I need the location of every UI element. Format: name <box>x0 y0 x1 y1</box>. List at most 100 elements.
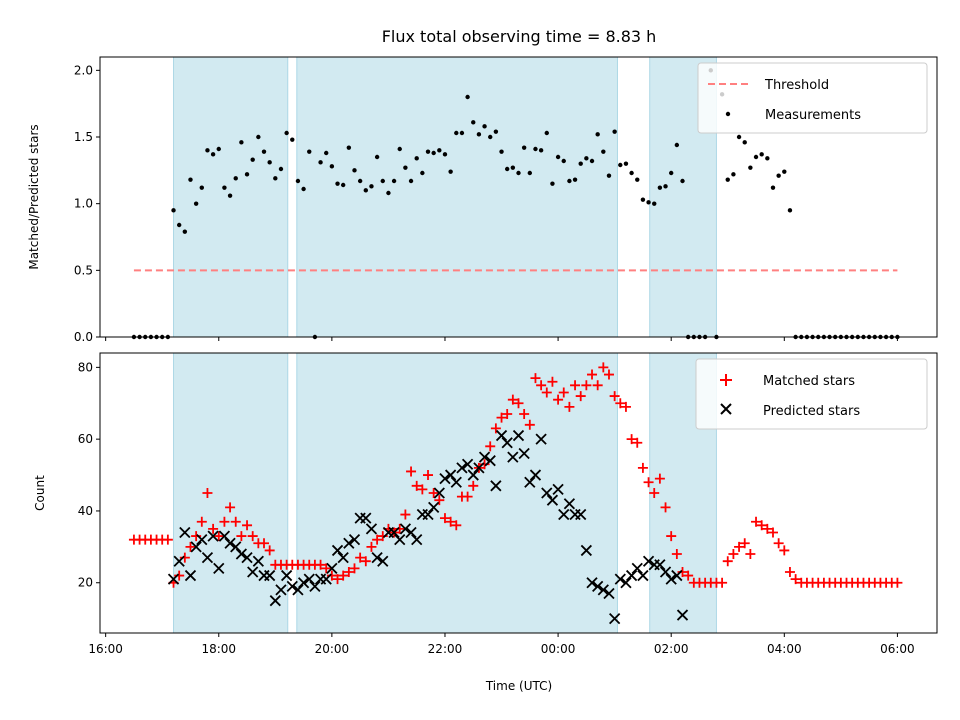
top-scatter-series <box>131 68 900 340</box>
predicted-stars-point <box>552 483 564 496</box>
matched-stars-point <box>530 373 541 384</box>
predicted-stars-point <box>422 508 434 521</box>
matched-stars-point <box>666 531 677 542</box>
measurements-point <box>324 150 329 156</box>
top-legend-box <box>697 62 928 134</box>
matched-stars-point <box>637 462 648 473</box>
matched-stars-point <box>734 541 745 552</box>
matched-stars-point <box>417 484 428 495</box>
predicted-stars-point <box>535 433 547 445</box>
measurements-point <box>736 134 742 140</box>
x-tick-label: 04:00 <box>767 642 802 656</box>
matched-stars-point <box>366 541 377 552</box>
chart-title: Flux total observing time = 8.83 h <box>382 27 657 46</box>
predicted-stars-point <box>467 469 479 481</box>
predicted-stars-point <box>348 534 361 546</box>
matched-stars-point <box>264 545 275 556</box>
matched-stars-point <box>485 441 496 452</box>
predicted-stars-point <box>331 544 344 557</box>
matched-stars-point <box>654 473 665 484</box>
predicted-stars-point <box>269 595 281 607</box>
x-tick-label: 16:00 <box>88 642 123 656</box>
predicted-stars-point <box>360 512 372 524</box>
measurements-point <box>742 140 747 145</box>
measurements-point <box>680 178 685 184</box>
matched-stars-point <box>372 534 383 545</box>
measurements-point <box>623 161 629 166</box>
predicted-stars-point <box>371 551 383 564</box>
measurements-point <box>578 161 583 166</box>
measurements-point <box>284 130 289 136</box>
measurements-point <box>635 177 640 182</box>
measurements-point <box>787 208 793 213</box>
measurements-point <box>640 197 646 202</box>
measurements-point <box>668 170 674 176</box>
matched-stars-point <box>490 423 501 434</box>
measurements-point <box>589 158 595 164</box>
measurements-point <box>250 157 255 162</box>
predicted-stars-legend-label: Predicted stars <box>763 404 860 419</box>
predicted-stars-point <box>213 562 225 575</box>
measurements-point <box>222 185 227 190</box>
measurements-point <box>533 146 538 152</box>
predicted-stars-point <box>558 508 570 521</box>
bottom-scatter-series <box>128 362 903 625</box>
matched-stars-point <box>756 520 767 531</box>
measurements-point <box>244 172 250 177</box>
measurements-point <box>606 173 612 178</box>
matched-stars-point <box>360 556 371 567</box>
predicted-stars-point <box>218 530 231 542</box>
measurements-point <box>425 149 431 154</box>
measurements-point <box>555 154 561 160</box>
measurements-point <box>329 164 335 169</box>
top-panel: 0.00.51.01.52.0 Matched/Predicted stars … <box>27 56 938 344</box>
matched-stars-point <box>439 513 450 524</box>
matched-stars-point <box>632 437 643 448</box>
top-axis-ticks: 0.0 0.5 1.0 1.5 2.0 <box>74 63 898 344</box>
predicted-stars-point <box>478 451 491 463</box>
measurements-point <box>369 184 374 189</box>
predicted-stars-point <box>190 541 202 553</box>
x-axis-label: Time (UTC) <box>485 679 552 693</box>
predicted-stars-point <box>501 437 513 449</box>
matched-stars-point <box>445 516 456 527</box>
measurements-point <box>663 184 668 189</box>
predicted-stars-point <box>507 451 519 463</box>
measurements-legend-label: Measurements <box>765 108 861 123</box>
measurements-point <box>482 124 487 129</box>
matched-stars-point <box>462 491 473 502</box>
matched-stars-point <box>468 480 479 491</box>
matched-stars-point <box>558 387 569 398</box>
measurements-point <box>171 208 176 213</box>
measurements-point <box>544 130 549 136</box>
measurements-point <box>273 176 278 181</box>
bottom-shaded-span <box>296 352 618 634</box>
matched-stars-point <box>581 380 592 391</box>
predicted-stars-point <box>484 455 496 467</box>
measurements-point <box>233 176 238 181</box>
measurements-point <box>567 178 572 184</box>
measurements-point <box>465 94 470 100</box>
predicted-stars-point <box>207 530 219 542</box>
top-y-tick-label: 1.0 <box>74 197 93 211</box>
matched-stars-point <box>349 563 360 574</box>
matched-stars-point <box>247 531 258 542</box>
measurements-point <box>748 165 753 170</box>
predicted-stars-point <box>659 566 672 578</box>
bottom-axis-ticks: 16:00 18:00 20:00 22:00 00:00 02:00 04:00 06:00… <box>78 360 915 656</box>
predicted-stars-point <box>405 526 417 539</box>
measurements-point <box>357 178 363 184</box>
top-y-tick-label: 2.0 <box>74 63 93 77</box>
matched-stars-legend-swatch <box>720 374 732 386</box>
matched-stars-point <box>343 566 354 577</box>
measurements-point <box>493 129 499 134</box>
matched-stars-point <box>225 502 236 513</box>
bottom-y-tick-label: 40 <box>78 504 93 518</box>
measurements-point <box>753 154 759 160</box>
measurements-point <box>618 162 623 168</box>
predicted-stars-point <box>411 534 423 546</box>
matched-stars-point <box>615 398 626 409</box>
measurements-point <box>584 156 589 161</box>
predicted-stars-point <box>241 551 253 564</box>
